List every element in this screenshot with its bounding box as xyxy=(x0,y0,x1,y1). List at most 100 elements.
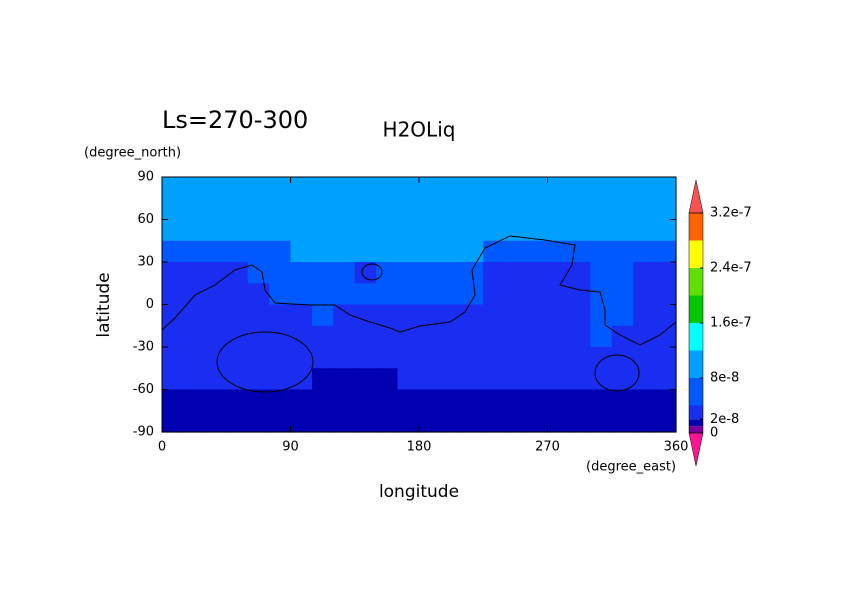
cell xyxy=(504,219,527,242)
cell xyxy=(633,177,656,199)
cell xyxy=(633,262,656,284)
cell xyxy=(440,283,463,306)
cell xyxy=(204,325,227,348)
cell xyxy=(204,347,227,369)
cell xyxy=(504,177,527,199)
x-axis-label: longitude xyxy=(379,482,459,502)
cell xyxy=(226,219,249,242)
cell xyxy=(654,283,677,306)
cell xyxy=(654,347,677,369)
cell xyxy=(611,389,634,412)
colorbar-tick-label: 1.6e-7 xyxy=(710,316,752,331)
cell xyxy=(547,198,570,221)
cell xyxy=(226,410,249,433)
cell xyxy=(590,389,613,412)
cell xyxy=(162,262,185,284)
cell xyxy=(290,304,313,327)
cell xyxy=(397,219,420,242)
cell xyxy=(376,410,399,433)
cell xyxy=(440,410,463,433)
cell xyxy=(226,325,249,348)
cell xyxy=(568,389,591,412)
cell xyxy=(483,283,506,306)
cell xyxy=(568,198,591,221)
cell xyxy=(504,283,527,306)
cell xyxy=(526,368,549,391)
cell xyxy=(590,198,613,221)
cell xyxy=(183,283,206,306)
cell xyxy=(247,198,270,221)
cell xyxy=(183,325,206,348)
cell xyxy=(440,368,463,391)
cell xyxy=(611,219,634,242)
cell xyxy=(526,410,549,433)
cell xyxy=(333,177,356,199)
cell xyxy=(633,368,656,391)
contour-line xyxy=(216,331,314,393)
cell xyxy=(226,262,249,284)
cell xyxy=(354,283,377,306)
colorbar-tick-label: 8e-8 xyxy=(710,371,739,386)
colorbar-over xyxy=(688,179,704,214)
y-tick-label: -30 xyxy=(133,340,154,355)
cell xyxy=(162,368,185,391)
cell xyxy=(247,325,270,348)
cell xyxy=(247,240,270,263)
cell xyxy=(162,304,185,327)
cell xyxy=(440,240,463,263)
cell xyxy=(290,262,313,284)
cell xyxy=(419,304,442,327)
cell xyxy=(376,347,399,369)
cell xyxy=(354,410,377,433)
cell xyxy=(504,325,527,348)
colorbar-tick-label: 0 xyxy=(710,426,718,441)
x-unit: (degree_east) xyxy=(586,460,676,475)
cell xyxy=(547,347,570,369)
cell xyxy=(354,304,377,327)
cell xyxy=(204,262,227,284)
cell xyxy=(590,410,613,433)
cell xyxy=(311,283,334,306)
cell xyxy=(504,347,527,369)
cell xyxy=(526,219,549,242)
cell xyxy=(247,368,270,391)
cell xyxy=(440,198,463,221)
cell xyxy=(504,410,527,433)
cell xyxy=(397,262,420,284)
cell xyxy=(333,283,356,306)
cell xyxy=(247,389,270,412)
cell xyxy=(526,198,549,221)
cell xyxy=(397,304,420,327)
cell xyxy=(247,410,270,433)
colorbar-band xyxy=(689,213,703,241)
contour-line xyxy=(594,354,640,392)
cell xyxy=(183,240,206,263)
cell xyxy=(333,368,356,391)
cell xyxy=(376,325,399,348)
cell xyxy=(397,177,420,199)
cell xyxy=(333,325,356,348)
y-unit: (degree_north) xyxy=(84,146,181,161)
cell xyxy=(290,347,313,369)
cell xyxy=(311,240,334,263)
cell xyxy=(226,368,249,391)
cell xyxy=(654,219,677,242)
cell xyxy=(247,304,270,327)
cell xyxy=(461,410,484,433)
cell xyxy=(333,198,356,221)
cell xyxy=(483,262,506,284)
cell xyxy=(590,368,613,391)
y-tick-label: -90 xyxy=(133,425,154,440)
colorbar-band xyxy=(689,405,703,420)
cell xyxy=(547,177,570,199)
cell xyxy=(204,198,227,221)
colorbar-band xyxy=(689,350,703,378)
cell xyxy=(354,198,377,221)
cell xyxy=(290,325,313,348)
cell xyxy=(611,410,634,433)
cell xyxy=(290,219,313,242)
cell xyxy=(269,262,292,284)
cell xyxy=(526,347,549,369)
cell xyxy=(204,389,227,412)
cell xyxy=(354,262,377,284)
